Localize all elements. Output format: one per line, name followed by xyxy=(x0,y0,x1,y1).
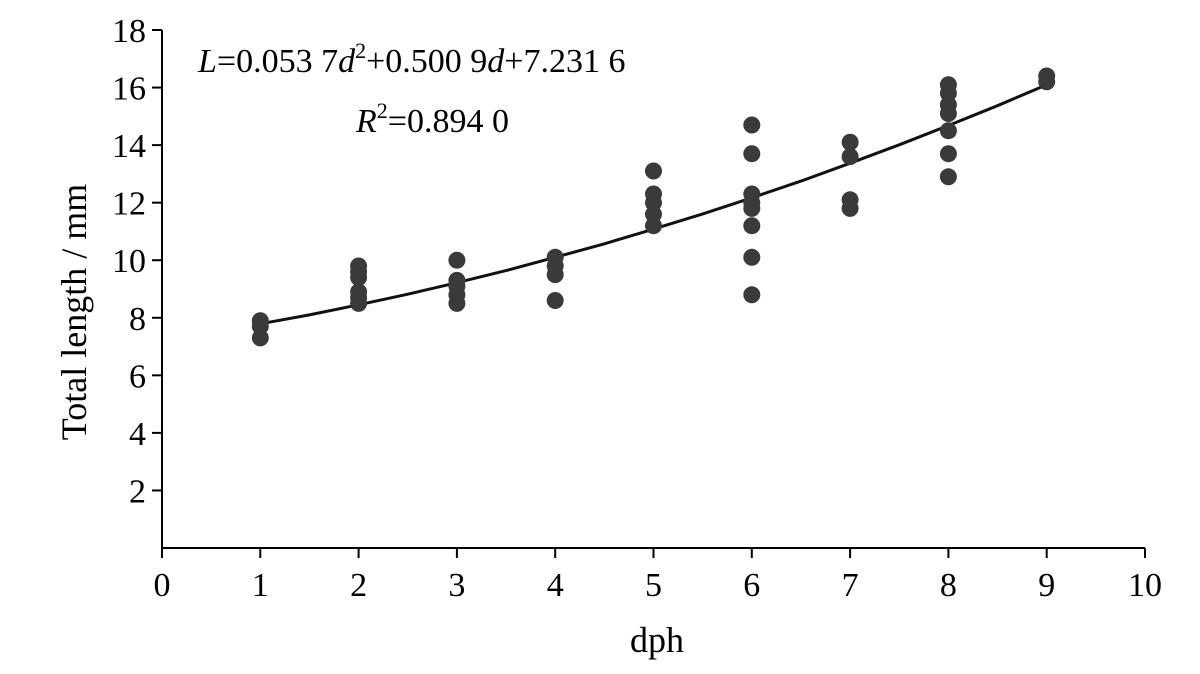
data-point xyxy=(350,294,368,312)
x-tick-label: 1 xyxy=(252,567,269,604)
x-tick-label: 6 xyxy=(743,567,760,604)
data-point xyxy=(841,199,859,217)
y-tick-label: 18 xyxy=(112,13,146,50)
x-tick-label: 5 xyxy=(645,567,662,604)
data-point xyxy=(645,162,662,180)
y-ticks: 2 4 6 8 10 12 14 16 18 xyxy=(112,13,162,510)
x-tick-label: 10 xyxy=(1128,567,1162,604)
data-point xyxy=(939,168,957,186)
x-tick-label: 9 xyxy=(1038,567,1055,604)
data-point xyxy=(939,122,957,140)
r2-value: =0.894 0 xyxy=(388,103,509,140)
data-point xyxy=(645,217,662,235)
eq-intercept: +7.231 6 xyxy=(504,43,625,80)
y-tick-label: 16 xyxy=(112,71,146,108)
y-tick-label: 2 xyxy=(129,473,146,510)
r2-var: R xyxy=(355,103,377,140)
x-axis-title: dph xyxy=(630,620,684,660)
data-point xyxy=(350,269,368,286)
y-tick-label: 14 xyxy=(112,128,146,165)
data-point xyxy=(743,116,761,134)
x-tick-label: 8 xyxy=(940,567,957,604)
data-point xyxy=(448,251,466,269)
eq-exponent: 2 xyxy=(355,38,366,63)
data-point xyxy=(743,199,761,217)
x-tick-label: 7 xyxy=(842,567,859,604)
y-axis-title: Total length / mm xyxy=(54,184,94,440)
data-point xyxy=(743,145,761,163)
y-tick-label: 8 xyxy=(129,301,146,338)
data-point xyxy=(743,248,761,266)
x-tick-label: 0 xyxy=(154,567,171,604)
y-tick-label: 6 xyxy=(129,358,146,395)
y-tick-label: 10 xyxy=(112,243,146,280)
data-point xyxy=(939,105,957,122)
data-point xyxy=(448,294,466,312)
data-point xyxy=(841,133,859,151)
x-ticks: 0 1 2 3 4 5 6 7 8 9 10 xyxy=(154,548,1162,604)
data-point xyxy=(1038,73,1056,91)
data-point xyxy=(841,148,859,166)
y-tick-label: 12 xyxy=(112,186,146,223)
y-tick-label: 4 xyxy=(129,416,146,453)
eq-coef-quadratic: =0.053 7 xyxy=(217,43,338,80)
data-point xyxy=(251,329,269,347)
eq-var-L: L xyxy=(197,43,217,80)
eq-var-d-squared: d xyxy=(338,43,356,80)
regression-equation: L=0.053 7d2+0.500 9d+7.231 6 xyxy=(197,38,625,80)
x-tick-label: 3 xyxy=(448,567,465,604)
data-points xyxy=(251,67,1056,347)
data-point xyxy=(743,286,761,304)
data-point xyxy=(546,292,564,309)
data-point xyxy=(743,217,761,235)
data-point xyxy=(546,266,564,284)
eq-coef-linear: +0.500 9 xyxy=(366,43,487,80)
r2-exponent: 2 xyxy=(377,98,388,123)
x-tick-label: 4 xyxy=(547,567,564,604)
eq-var-d: d xyxy=(487,43,505,80)
r-squared-label: R2=0.894 0 xyxy=(355,98,509,140)
axes xyxy=(161,30,1145,549)
data-point xyxy=(939,145,957,163)
x-tick-label: 2 xyxy=(350,567,367,604)
